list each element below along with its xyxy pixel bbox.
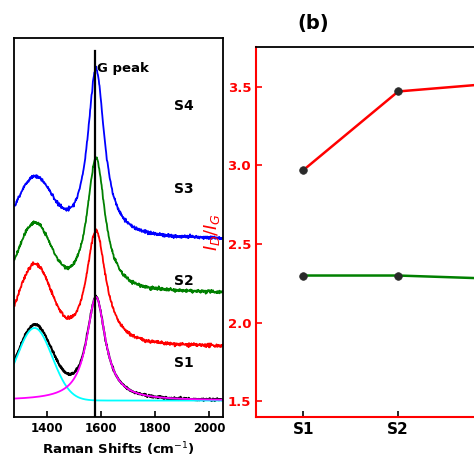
Text: (b): (b) (297, 14, 328, 33)
Text: S3: S3 (174, 182, 194, 196)
Text: S1: S1 (174, 356, 194, 370)
X-axis label: Raman Shifts (cm$^{-1}$): Raman Shifts (cm$^{-1}$) (42, 440, 195, 458)
Text: G peak: G peak (97, 62, 149, 75)
Y-axis label: $I_D/I_G$: $I_D/I_G$ (202, 213, 222, 251)
Text: S4: S4 (174, 100, 194, 113)
Text: S2: S2 (174, 273, 194, 288)
